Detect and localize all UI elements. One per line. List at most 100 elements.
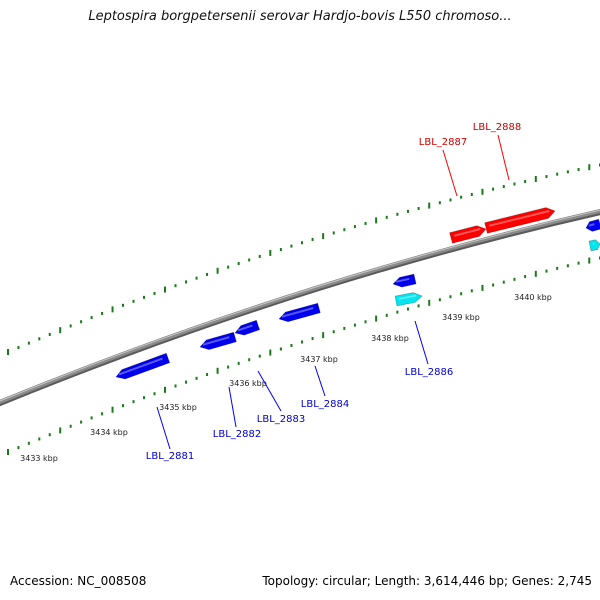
gene-label-lbl_2881: LBL_2881 xyxy=(146,451,194,462)
minor-tick xyxy=(153,392,156,396)
scale-label: 3438 kbp xyxy=(371,334,409,343)
major-tick xyxy=(428,299,431,306)
major-tick xyxy=(534,176,537,183)
minor-tick xyxy=(185,380,188,384)
minor-tick xyxy=(301,340,303,344)
accession-label: Accession: NC_008508 xyxy=(10,574,147,588)
minor-tick xyxy=(132,299,135,303)
minor-tick xyxy=(417,304,420,308)
minor-tick xyxy=(438,201,441,205)
minor-tick xyxy=(153,291,156,295)
major-tick xyxy=(481,284,484,291)
major-tick xyxy=(164,286,167,293)
minor-tick xyxy=(460,292,463,296)
major-tick xyxy=(59,327,62,334)
major-tick xyxy=(59,427,62,434)
major-tick xyxy=(322,233,325,240)
minor-tick xyxy=(577,168,580,172)
minor-tick xyxy=(566,264,569,268)
minor-tick xyxy=(48,332,51,336)
major-tick xyxy=(322,332,325,339)
gene-label-lbl_2882: LBL_2882 xyxy=(213,429,261,440)
map-title: Leptospira borgpetersenii serovar Hardjo… xyxy=(88,9,512,24)
minor-tick xyxy=(17,446,20,450)
minor-tick xyxy=(101,412,104,416)
minor-tick xyxy=(502,280,505,284)
minor-tick xyxy=(122,303,125,307)
minor-tick xyxy=(90,316,93,320)
leader-lbl_2883 xyxy=(257,370,282,412)
minor-tick xyxy=(195,276,198,280)
minor-tick xyxy=(27,441,30,445)
minor-tick xyxy=(174,284,177,288)
gene-edge-reverse xyxy=(588,239,600,252)
minor-tick xyxy=(279,248,282,252)
backbone-line xyxy=(0,209,600,405)
major-tick xyxy=(269,249,272,256)
minor-tick xyxy=(143,396,146,400)
minor-tick xyxy=(577,261,580,265)
major-tick xyxy=(111,306,114,313)
gene-lbl-2888 xyxy=(484,207,556,234)
outer-tick-track xyxy=(7,163,600,355)
minor-tick xyxy=(69,424,72,428)
leader-lbl_2886 xyxy=(414,320,429,365)
gene-lbl-2882 xyxy=(199,331,237,350)
minor-tick xyxy=(470,289,473,293)
minor-tick xyxy=(17,346,20,350)
gene-label-lbl_2884: LBL_2884 xyxy=(301,399,349,410)
minor-tick xyxy=(449,198,452,202)
minor-tick xyxy=(143,295,146,299)
minor-tick xyxy=(364,221,367,225)
minor-tick xyxy=(258,354,261,358)
minor-tick xyxy=(48,433,51,437)
minor-tick xyxy=(206,272,209,276)
leader-lbl_2882 xyxy=(228,386,237,428)
minor-tick xyxy=(290,244,293,248)
minor-tick xyxy=(396,212,399,216)
gene-label-lbl_2887: LBL_2887 xyxy=(419,137,467,148)
minor-tick xyxy=(343,228,346,232)
gene-lbl-2887 xyxy=(449,225,487,244)
gene-features xyxy=(115,207,600,380)
minor-tick xyxy=(545,269,548,273)
major-tick xyxy=(588,164,591,171)
minor-tick xyxy=(417,206,420,210)
major-tick xyxy=(481,188,484,195)
minor-tick xyxy=(406,307,409,311)
minor-tick xyxy=(545,175,548,179)
minor-tick xyxy=(237,361,240,365)
major-tick xyxy=(216,267,219,274)
minor-tick xyxy=(248,258,251,262)
minor-tick xyxy=(460,195,463,199)
minor-tick xyxy=(248,358,251,362)
label-leaders xyxy=(156,134,510,450)
gene-lbl-2881 xyxy=(115,352,171,380)
minor-tick xyxy=(132,400,135,404)
minor-tick xyxy=(332,330,335,334)
minor-tick xyxy=(502,185,505,189)
minor-tick xyxy=(566,170,569,174)
major-tick xyxy=(428,202,431,209)
gene-label-lbl_2888: LBL_2888 xyxy=(473,122,521,133)
chromosome-backbone xyxy=(0,209,600,407)
major-tick xyxy=(216,367,219,374)
minor-tick xyxy=(101,311,104,315)
gene-labels: LBL_2881 LBL_2882 LBL_2883 LBL_2884 LBL_2886… xyxy=(146,122,521,462)
minor-tick xyxy=(449,295,452,299)
leader-lbl_2887 xyxy=(442,149,458,197)
scale-labels: 3433 kbp 3434 kbp 3435 kbp 3436 kbp 3437 kbp… xyxy=(20,293,552,463)
genome-summary: Topology: circular; Length: 3,614,446 bp… xyxy=(262,574,592,588)
minor-tick xyxy=(492,187,495,191)
minor-tick xyxy=(69,324,72,328)
minor-tick xyxy=(332,231,335,235)
major-tick xyxy=(111,406,114,413)
minor-tick xyxy=(258,254,261,258)
scale-label: 3434 kbp xyxy=(90,428,128,437)
minor-tick xyxy=(174,384,177,388)
minor-tick xyxy=(311,237,314,241)
major-tick xyxy=(375,217,378,224)
gene-edge-forward xyxy=(585,218,600,232)
minor-tick xyxy=(556,172,559,176)
